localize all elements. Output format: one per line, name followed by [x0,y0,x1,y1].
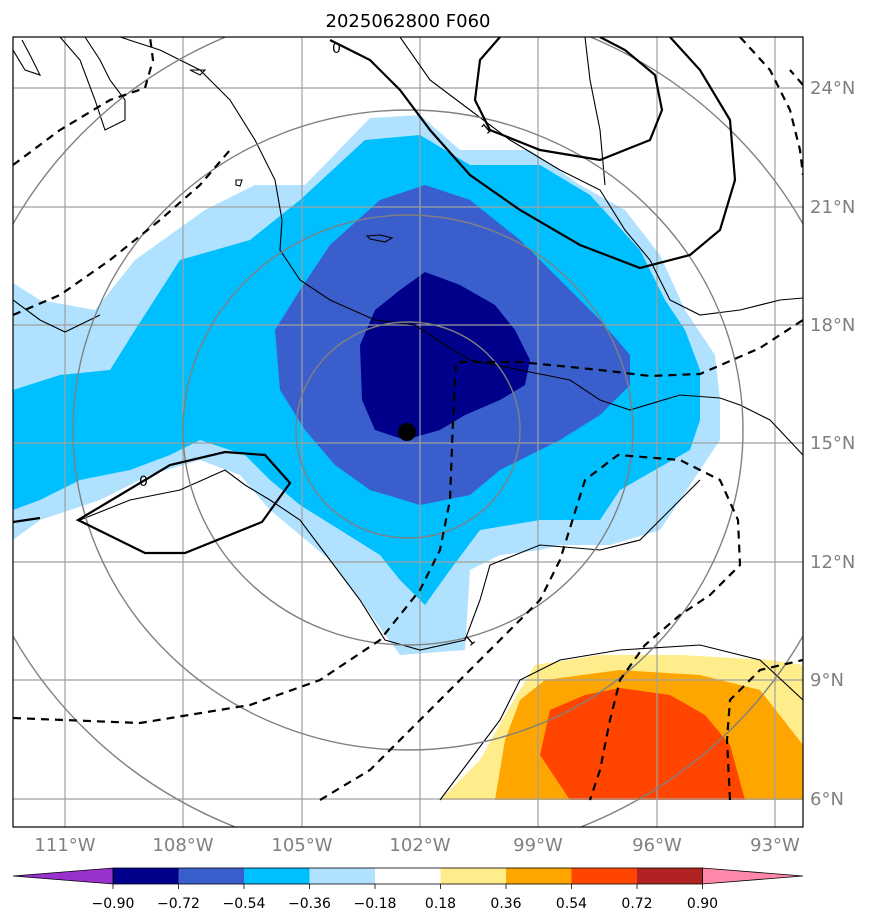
contour-label-top: 0 [332,41,341,57]
lat-label: 6°N [810,789,844,810]
colorbar-segment [113,868,179,884]
contour-label-left: 0 [139,474,148,490]
colorbar-extend-low [12,867,114,885]
solid-contours [13,37,737,555]
shading-neg-090 [360,272,530,440]
lon-label: 96°W [632,835,682,856]
map-title: 2025062800 F060 [326,11,491,32]
range-rings [13,37,803,827]
colorbar-outline [112,867,703,885]
map-plot-area: 0 1 0 1 [13,37,803,827]
lat-label: 15°N [810,433,855,454]
colorbar-ticks [112,884,703,889]
dashed-contours [13,37,803,801]
storm-center-marker [398,423,416,441]
colorbar-segment [506,868,572,884]
colorbar-label: −0.36 [288,896,331,912]
lat-label: 18°N [810,315,855,336]
colorbar-label: 0.72 [621,896,652,912]
colorbar-segment [375,868,441,884]
lat-label: 9°N [810,670,844,691]
colorbar: −0.90 −0.72 −0.54 −0.36 −0.18 0.18 0.36 … [12,867,804,912]
lon-tick-labels: 111°W 108°W 105°W 102°W 99°W 96°W 93°W [34,835,800,856]
lon-label: 105°W [271,835,332,856]
colorbar-label: −0.18 [354,896,397,912]
lon-label: 102°W [389,835,450,856]
graticule [13,37,803,827]
colorbar-label: −0.72 [157,896,200,912]
colorbar-label: 0.54 [556,896,587,912]
lat-label: 21°N [810,197,855,218]
colorbar-label: 0.90 [687,896,718,912]
lat-label: 24°N [810,78,855,99]
colorbar-extend-high [702,867,804,885]
colorbar-segment [571,868,637,884]
lat-tick-labels: 24°N 21°N 18°N 15°N 12°N 9°N 6°N [810,78,855,810]
colorbar-segment [178,868,244,884]
lon-label: 111°W [34,835,95,856]
colorbar-label: −0.54 [223,896,266,912]
shading-pos-054 [540,688,745,800]
lon-label: 99°W [513,835,563,856]
coastlines [13,37,803,801]
lat-label: 12°N [810,552,855,573]
colorbar-label: 0.36 [490,896,521,912]
lon-label: 108°W [152,835,213,856]
colorbar-segment [244,868,310,884]
colorbar-label: 0.18 [425,896,456,912]
map-frame [12,36,804,828]
colorbar-segment [440,868,506,884]
colorbar-label: −0.90 [92,896,135,912]
lon-label: 93°W [750,835,800,856]
colorbar-segment [637,868,703,884]
colorbar-labels: −0.90 −0.72 −0.54 −0.36 −0.18 0.18 0.36 … [92,896,719,912]
colorbar-segment [309,868,375,884]
